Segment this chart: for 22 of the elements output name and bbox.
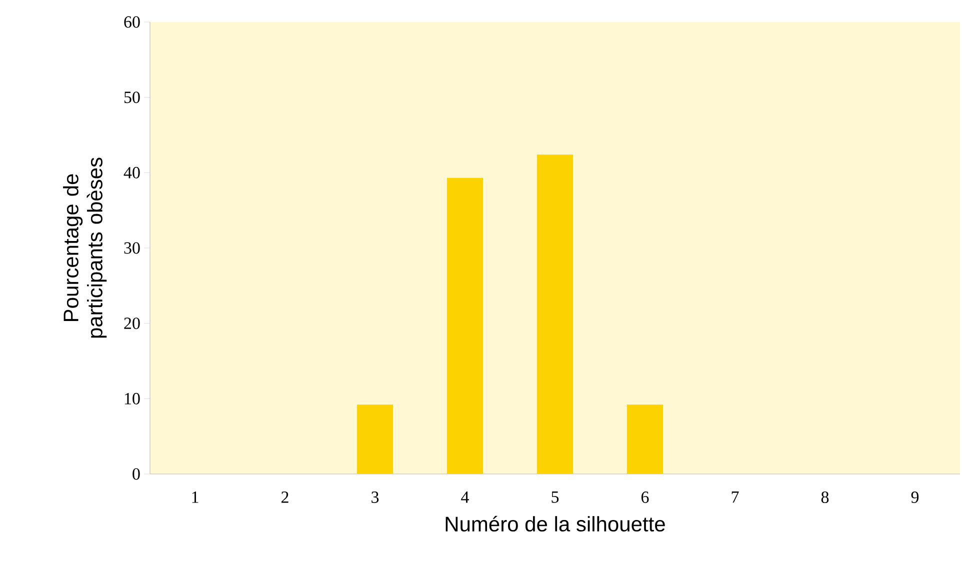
x-tick-label: 2 [282,492,288,503]
bar [357,404,394,474]
y-tick-label: 50 [124,92,140,104]
y-axis-title: Pourcentage de participants obèses [63,158,107,338]
x-tick-label: 4 [461,492,469,503]
x-tick-label: 3 [372,492,379,503]
bar [537,154,573,474]
x-tick-label: 8 [821,492,829,503]
x-tick-label: 7 [732,492,739,503]
y-tick-label: 0 [132,468,140,480]
y-tick-label: 10 [124,392,140,404]
y-tick-label: 60 [124,16,140,28]
y-tick-label: 40 [124,166,140,178]
y-tick-label: 20 [124,318,140,330]
bar [447,178,483,474]
bar [626,404,663,474]
x-tick-label: 1 [192,492,198,503]
x-axis-title: Numéro de la silhouette [446,516,665,532]
x-tick-label: 6 [641,492,649,503]
x-tick-label: 9 [911,492,919,503]
x-tick-label: 5 [552,492,559,503]
y-tick-label: 30 [124,242,140,254]
